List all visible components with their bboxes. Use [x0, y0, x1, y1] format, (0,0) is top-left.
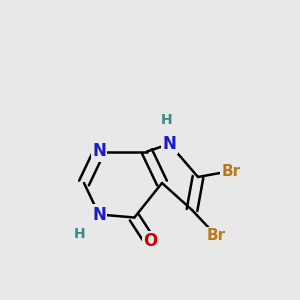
Text: N: N: [92, 206, 106, 224]
Text: H: H: [161, 113, 172, 127]
Text: H: H: [74, 227, 85, 241]
Text: O: O: [143, 232, 157, 250]
Text: N: N: [163, 135, 176, 153]
Text: N: N: [92, 142, 106, 160]
Text: Br: Br: [221, 164, 241, 178]
Text: Br: Br: [206, 228, 226, 243]
